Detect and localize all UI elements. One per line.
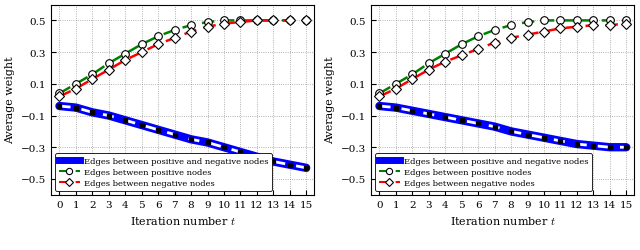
Y-axis label: Average weight: Average weight [326,57,335,144]
Legend: Edges between positive and negative nodes, Edges between positive nodes, Edges b: Edges between positive and negative node… [56,154,271,191]
Legend: Edges between positive and negative nodes, Edges between positive nodes, Edges b: Edges between positive and negative node… [376,154,591,191]
Y-axis label: Average weight: Average weight [6,57,15,144]
X-axis label: Iteration number $t$: Iteration number $t$ [130,214,236,226]
X-axis label: Iteration number $t$: Iteration number $t$ [450,214,556,226]
